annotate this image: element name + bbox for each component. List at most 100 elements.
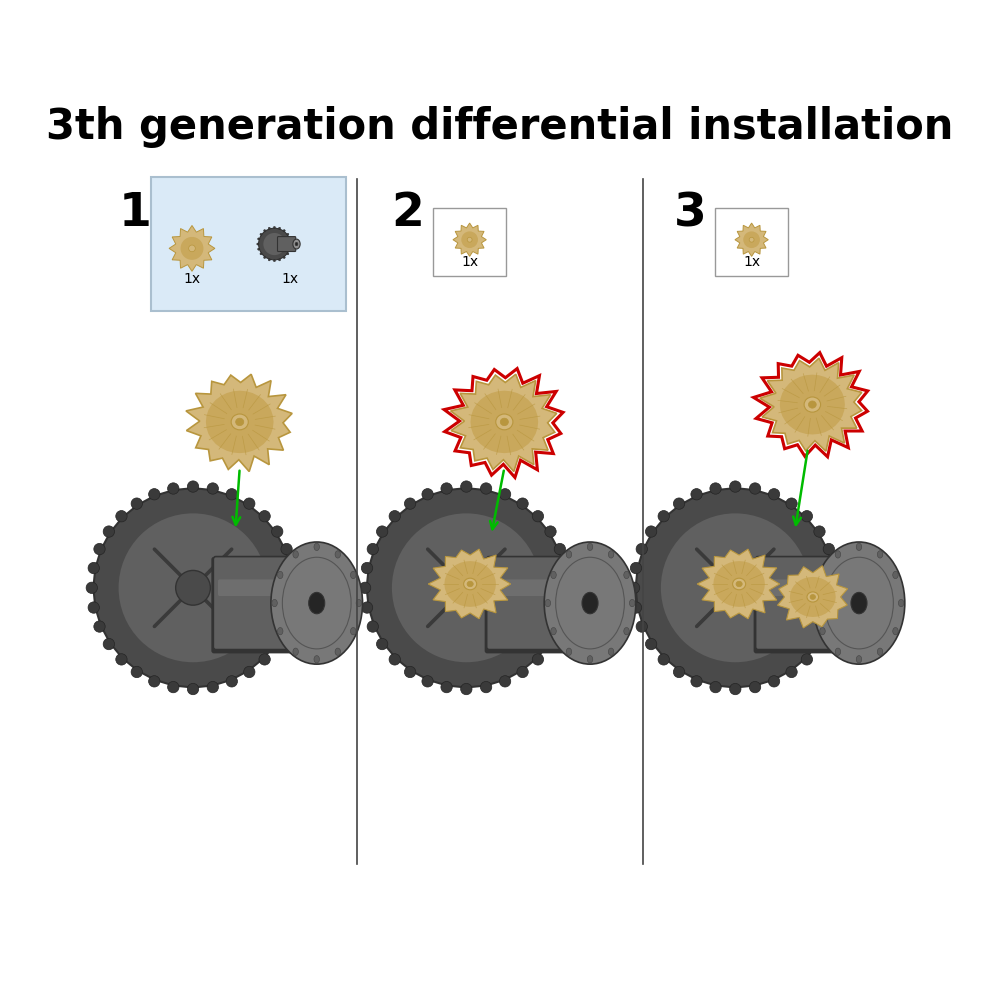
- Ellipse shape: [587, 543, 593, 551]
- Ellipse shape: [103, 638, 115, 650]
- Ellipse shape: [829, 602, 840, 613]
- Ellipse shape: [829, 562, 840, 574]
- Ellipse shape: [189, 245, 195, 252]
- FancyBboxPatch shape: [754, 557, 862, 653]
- FancyBboxPatch shape: [485, 557, 593, 653]
- Ellipse shape: [422, 676, 433, 687]
- Ellipse shape: [293, 648, 298, 655]
- Ellipse shape: [810, 595, 816, 599]
- Ellipse shape: [287, 233, 289, 235]
- Polygon shape: [790, 577, 836, 617]
- Ellipse shape: [376, 526, 388, 537]
- Ellipse shape: [532, 654, 544, 665]
- Ellipse shape: [350, 628, 356, 635]
- Polygon shape: [186, 374, 292, 472]
- Ellipse shape: [259, 228, 290, 260]
- Text: 3th generation differential installation: 3th generation differential installation: [46, 106, 954, 148]
- Ellipse shape: [309, 592, 325, 614]
- Ellipse shape: [94, 543, 105, 555]
- Ellipse shape: [673, 498, 685, 509]
- Ellipse shape: [467, 237, 472, 242]
- Ellipse shape: [461, 231, 478, 248]
- Ellipse shape: [277, 628, 283, 635]
- Ellipse shape: [293, 239, 300, 249]
- Ellipse shape: [730, 481, 741, 492]
- Ellipse shape: [467, 581, 473, 587]
- Ellipse shape: [277, 571, 283, 579]
- Ellipse shape: [808, 401, 816, 408]
- Ellipse shape: [244, 666, 255, 678]
- Ellipse shape: [736, 581, 742, 587]
- Ellipse shape: [293, 551, 298, 558]
- Ellipse shape: [814, 526, 825, 537]
- Ellipse shape: [290, 243, 292, 245]
- Ellipse shape: [624, 571, 629, 579]
- Ellipse shape: [272, 638, 283, 650]
- Ellipse shape: [814, 638, 825, 650]
- Ellipse shape: [893, 571, 898, 579]
- Ellipse shape: [480, 483, 492, 494]
- Polygon shape: [471, 391, 538, 453]
- Ellipse shape: [392, 513, 541, 662]
- Polygon shape: [780, 375, 845, 434]
- Ellipse shape: [658, 511, 669, 522]
- FancyBboxPatch shape: [213, 557, 318, 650]
- Ellipse shape: [820, 628, 825, 635]
- Ellipse shape: [231, 414, 248, 430]
- Ellipse shape: [813, 542, 905, 664]
- Ellipse shape: [258, 238, 260, 240]
- Ellipse shape: [149, 489, 160, 500]
- Ellipse shape: [630, 562, 642, 574]
- Ellipse shape: [361, 562, 373, 574]
- Ellipse shape: [814, 599, 820, 607]
- Ellipse shape: [551, 628, 556, 635]
- Ellipse shape: [532, 511, 544, 522]
- Ellipse shape: [226, 489, 237, 500]
- Ellipse shape: [835, 551, 841, 558]
- Ellipse shape: [733, 578, 746, 590]
- Ellipse shape: [350, 571, 356, 579]
- Ellipse shape: [279, 227, 281, 229]
- Polygon shape: [453, 223, 486, 256]
- Ellipse shape: [283, 230, 285, 232]
- Ellipse shape: [181, 237, 203, 260]
- Ellipse shape: [283, 256, 285, 259]
- Ellipse shape: [710, 681, 721, 693]
- Ellipse shape: [207, 681, 218, 693]
- Ellipse shape: [786, 498, 797, 509]
- Ellipse shape: [289, 238, 291, 240]
- FancyBboxPatch shape: [760, 579, 848, 596]
- Text: 1x: 1x: [281, 272, 299, 286]
- Ellipse shape: [691, 489, 702, 500]
- Ellipse shape: [461, 683, 472, 695]
- Ellipse shape: [281, 543, 292, 555]
- Ellipse shape: [279, 259, 281, 261]
- Ellipse shape: [554, 543, 566, 555]
- Ellipse shape: [268, 259, 270, 261]
- Ellipse shape: [691, 676, 702, 687]
- Ellipse shape: [636, 621, 647, 632]
- FancyBboxPatch shape: [151, 177, 346, 311]
- Ellipse shape: [545, 526, 556, 537]
- Ellipse shape: [258, 248, 260, 250]
- Ellipse shape: [271, 542, 363, 664]
- Ellipse shape: [898, 599, 904, 607]
- Ellipse shape: [287, 602, 298, 613]
- Ellipse shape: [187, 683, 199, 695]
- Text: 1x: 1x: [461, 255, 478, 269]
- Ellipse shape: [562, 582, 573, 593]
- Ellipse shape: [376, 638, 388, 650]
- Ellipse shape: [119, 513, 267, 662]
- Ellipse shape: [389, 511, 400, 522]
- Ellipse shape: [517, 498, 528, 509]
- Ellipse shape: [877, 551, 883, 558]
- Ellipse shape: [88, 562, 99, 574]
- Polygon shape: [444, 561, 496, 607]
- Ellipse shape: [86, 582, 97, 593]
- Ellipse shape: [244, 498, 255, 509]
- Ellipse shape: [566, 551, 572, 558]
- Ellipse shape: [295, 242, 298, 246]
- Ellipse shape: [545, 638, 556, 650]
- Ellipse shape: [116, 511, 127, 522]
- Ellipse shape: [673, 666, 685, 678]
